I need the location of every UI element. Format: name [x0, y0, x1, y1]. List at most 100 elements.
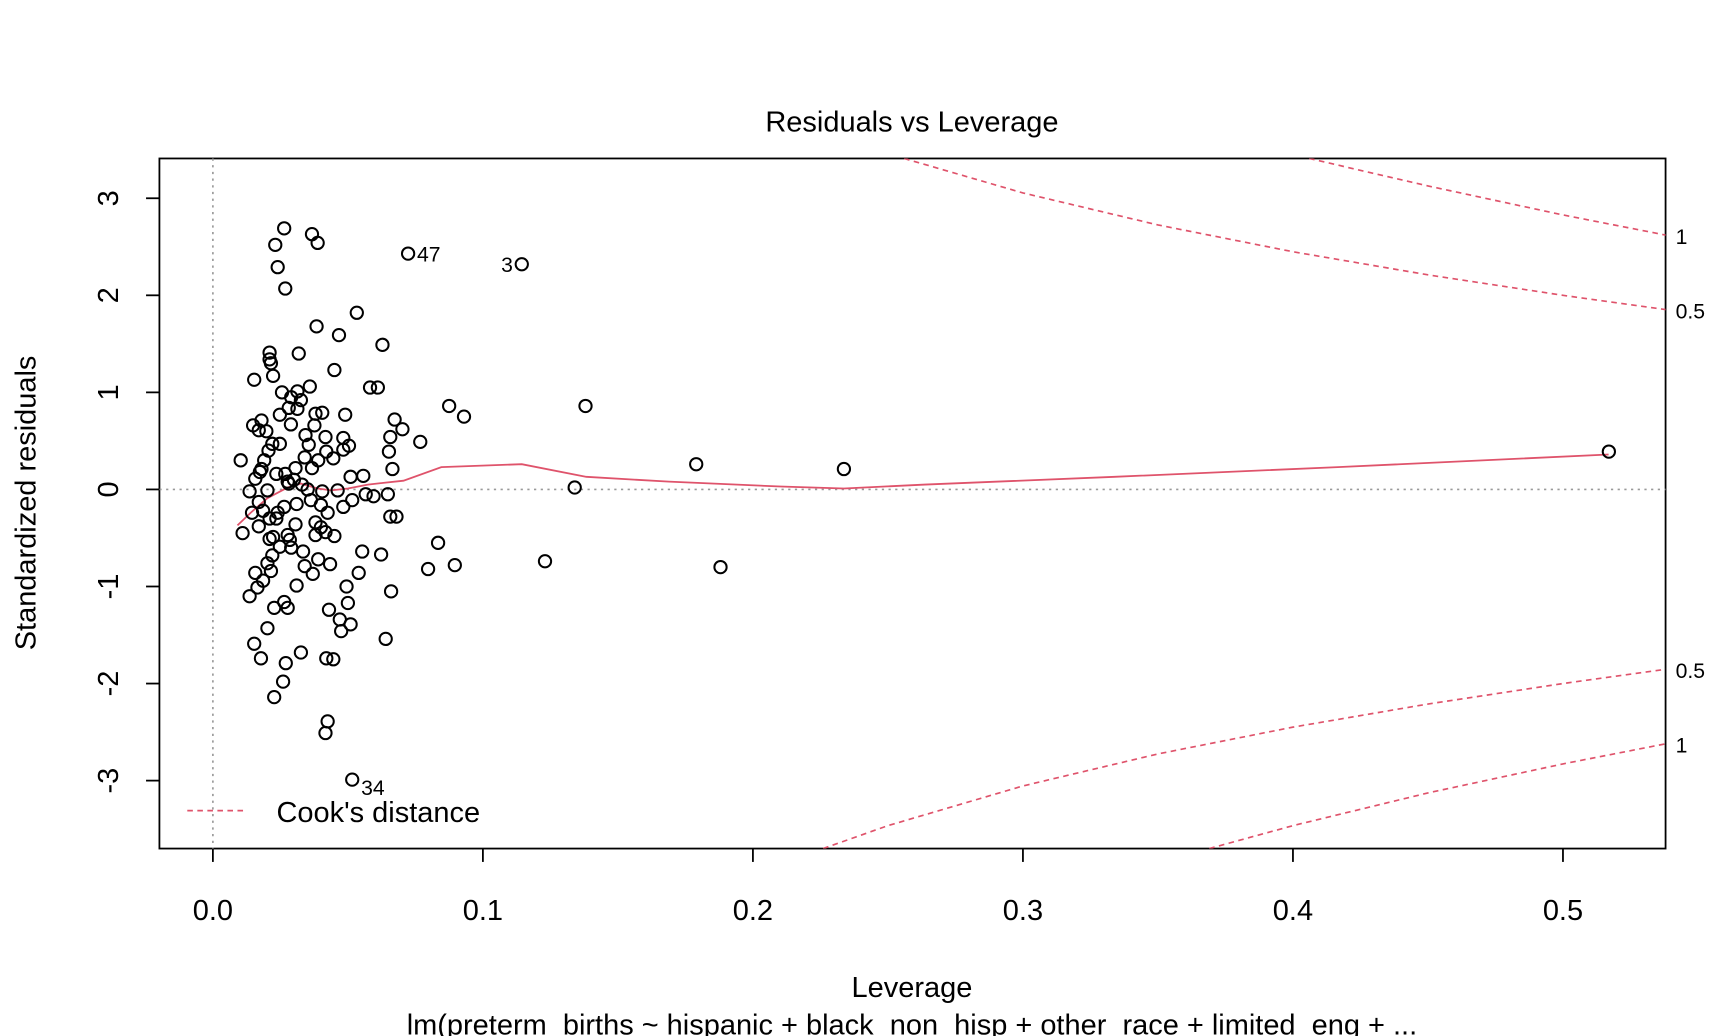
cooks-level-label: 1 — [1676, 735, 1688, 758]
point — [383, 429, 398, 445]
point — [247, 372, 262, 387]
point — [278, 656, 293, 671]
point — [291, 346, 306, 361]
point — [242, 589, 257, 604]
point — [262, 352, 277, 367]
point — [288, 460, 303, 476]
point — [420, 561, 436, 577]
x-tick-label: 0.1 — [463, 895, 503, 927]
cooks-level-label: 0.5 — [1676, 660, 1705, 683]
point — [277, 221, 292, 236]
point — [358, 487, 373, 502]
cooks-contour — [1209, 743, 1666, 849]
point — [288, 517, 303, 532]
point — [260, 483, 275, 498]
point — [447, 558, 462, 573]
point — [341, 438, 357, 453]
point — [267, 690, 282, 705]
point — [280, 527, 295, 543]
point — [339, 579, 354, 594]
point — [326, 652, 341, 667]
point — [319, 651, 334, 666]
point — [334, 624, 349, 639]
point — [304, 227, 320, 242]
point — [326, 451, 341, 466]
point — [318, 525, 333, 540]
point — [265, 368, 281, 384]
point — [385, 461, 400, 477]
y-tick-label: 3 — [93, 190, 125, 206]
x-tick-label: 0.5 — [1543, 895, 1583, 927]
point — [567, 480, 582, 495]
point — [383, 509, 398, 524]
point — [373, 547, 389, 562]
point — [254, 413, 269, 428]
point — [278, 281, 293, 296]
point — [345, 772, 360, 787]
legend-label: Cook's distance — [276, 797, 480, 829]
point — [297, 450, 312, 465]
point — [340, 595, 356, 611]
point — [233, 453, 248, 468]
point — [274, 385, 290, 400]
point-annotation: 47 — [417, 243, 441, 266]
point — [318, 725, 333, 741]
point — [320, 714, 335, 729]
point — [270, 260, 285, 275]
point — [298, 427, 313, 443]
point — [269, 511, 284, 526]
point — [395, 422, 410, 437]
point — [251, 494, 266, 510]
point — [383, 584, 399, 599]
point — [269, 466, 284, 482]
point — [272, 407, 287, 422]
cooks-contour — [822, 668, 1666, 849]
point — [302, 379, 317, 394]
point — [265, 548, 280, 563]
point — [309, 319, 324, 334]
point — [327, 528, 342, 544]
point — [307, 418, 322, 433]
cooks-contour — [1308, 158, 1666, 236]
point — [280, 600, 295, 615]
point — [332, 612, 347, 627]
point-annotation: 3 — [501, 254, 513, 277]
point — [242, 484, 257, 499]
point — [289, 496, 304, 512]
point — [252, 464, 268, 480]
point — [381, 444, 397, 459]
point — [456, 409, 472, 424]
point — [315, 484, 330, 499]
point — [343, 469, 358, 484]
point — [281, 400, 296, 416]
chart-subtitle: lm(preterm_births ~ hispanic + black_non… — [407, 1010, 1417, 1036]
chart-title: Residuals vs Leverage — [765, 107, 1058, 139]
point — [689, 457, 704, 472]
point — [283, 417, 299, 432]
point — [265, 436, 280, 451]
point — [265, 529, 281, 545]
point — [263, 563, 279, 579]
point — [305, 566, 320, 582]
y-tick-label: -2 — [93, 671, 125, 697]
point-annotation: 34 — [361, 777, 385, 800]
point — [320, 505, 335, 520]
point — [290, 384, 305, 399]
point — [310, 235, 325, 251]
point — [366, 489, 381, 504]
point — [345, 492, 360, 508]
point — [351, 565, 366, 581]
y-tick-label: 2 — [93, 287, 125, 303]
point — [355, 544, 370, 559]
point — [248, 565, 263, 581]
point — [251, 519, 266, 534]
point — [260, 556, 275, 571]
point — [261, 443, 276, 458]
point — [311, 453, 326, 468]
point — [375, 337, 390, 352]
point — [272, 436, 287, 451]
plot-area — [159, 158, 1666, 849]
y-axis-label: Standardized residuals — [11, 356, 43, 651]
point — [275, 674, 291, 689]
